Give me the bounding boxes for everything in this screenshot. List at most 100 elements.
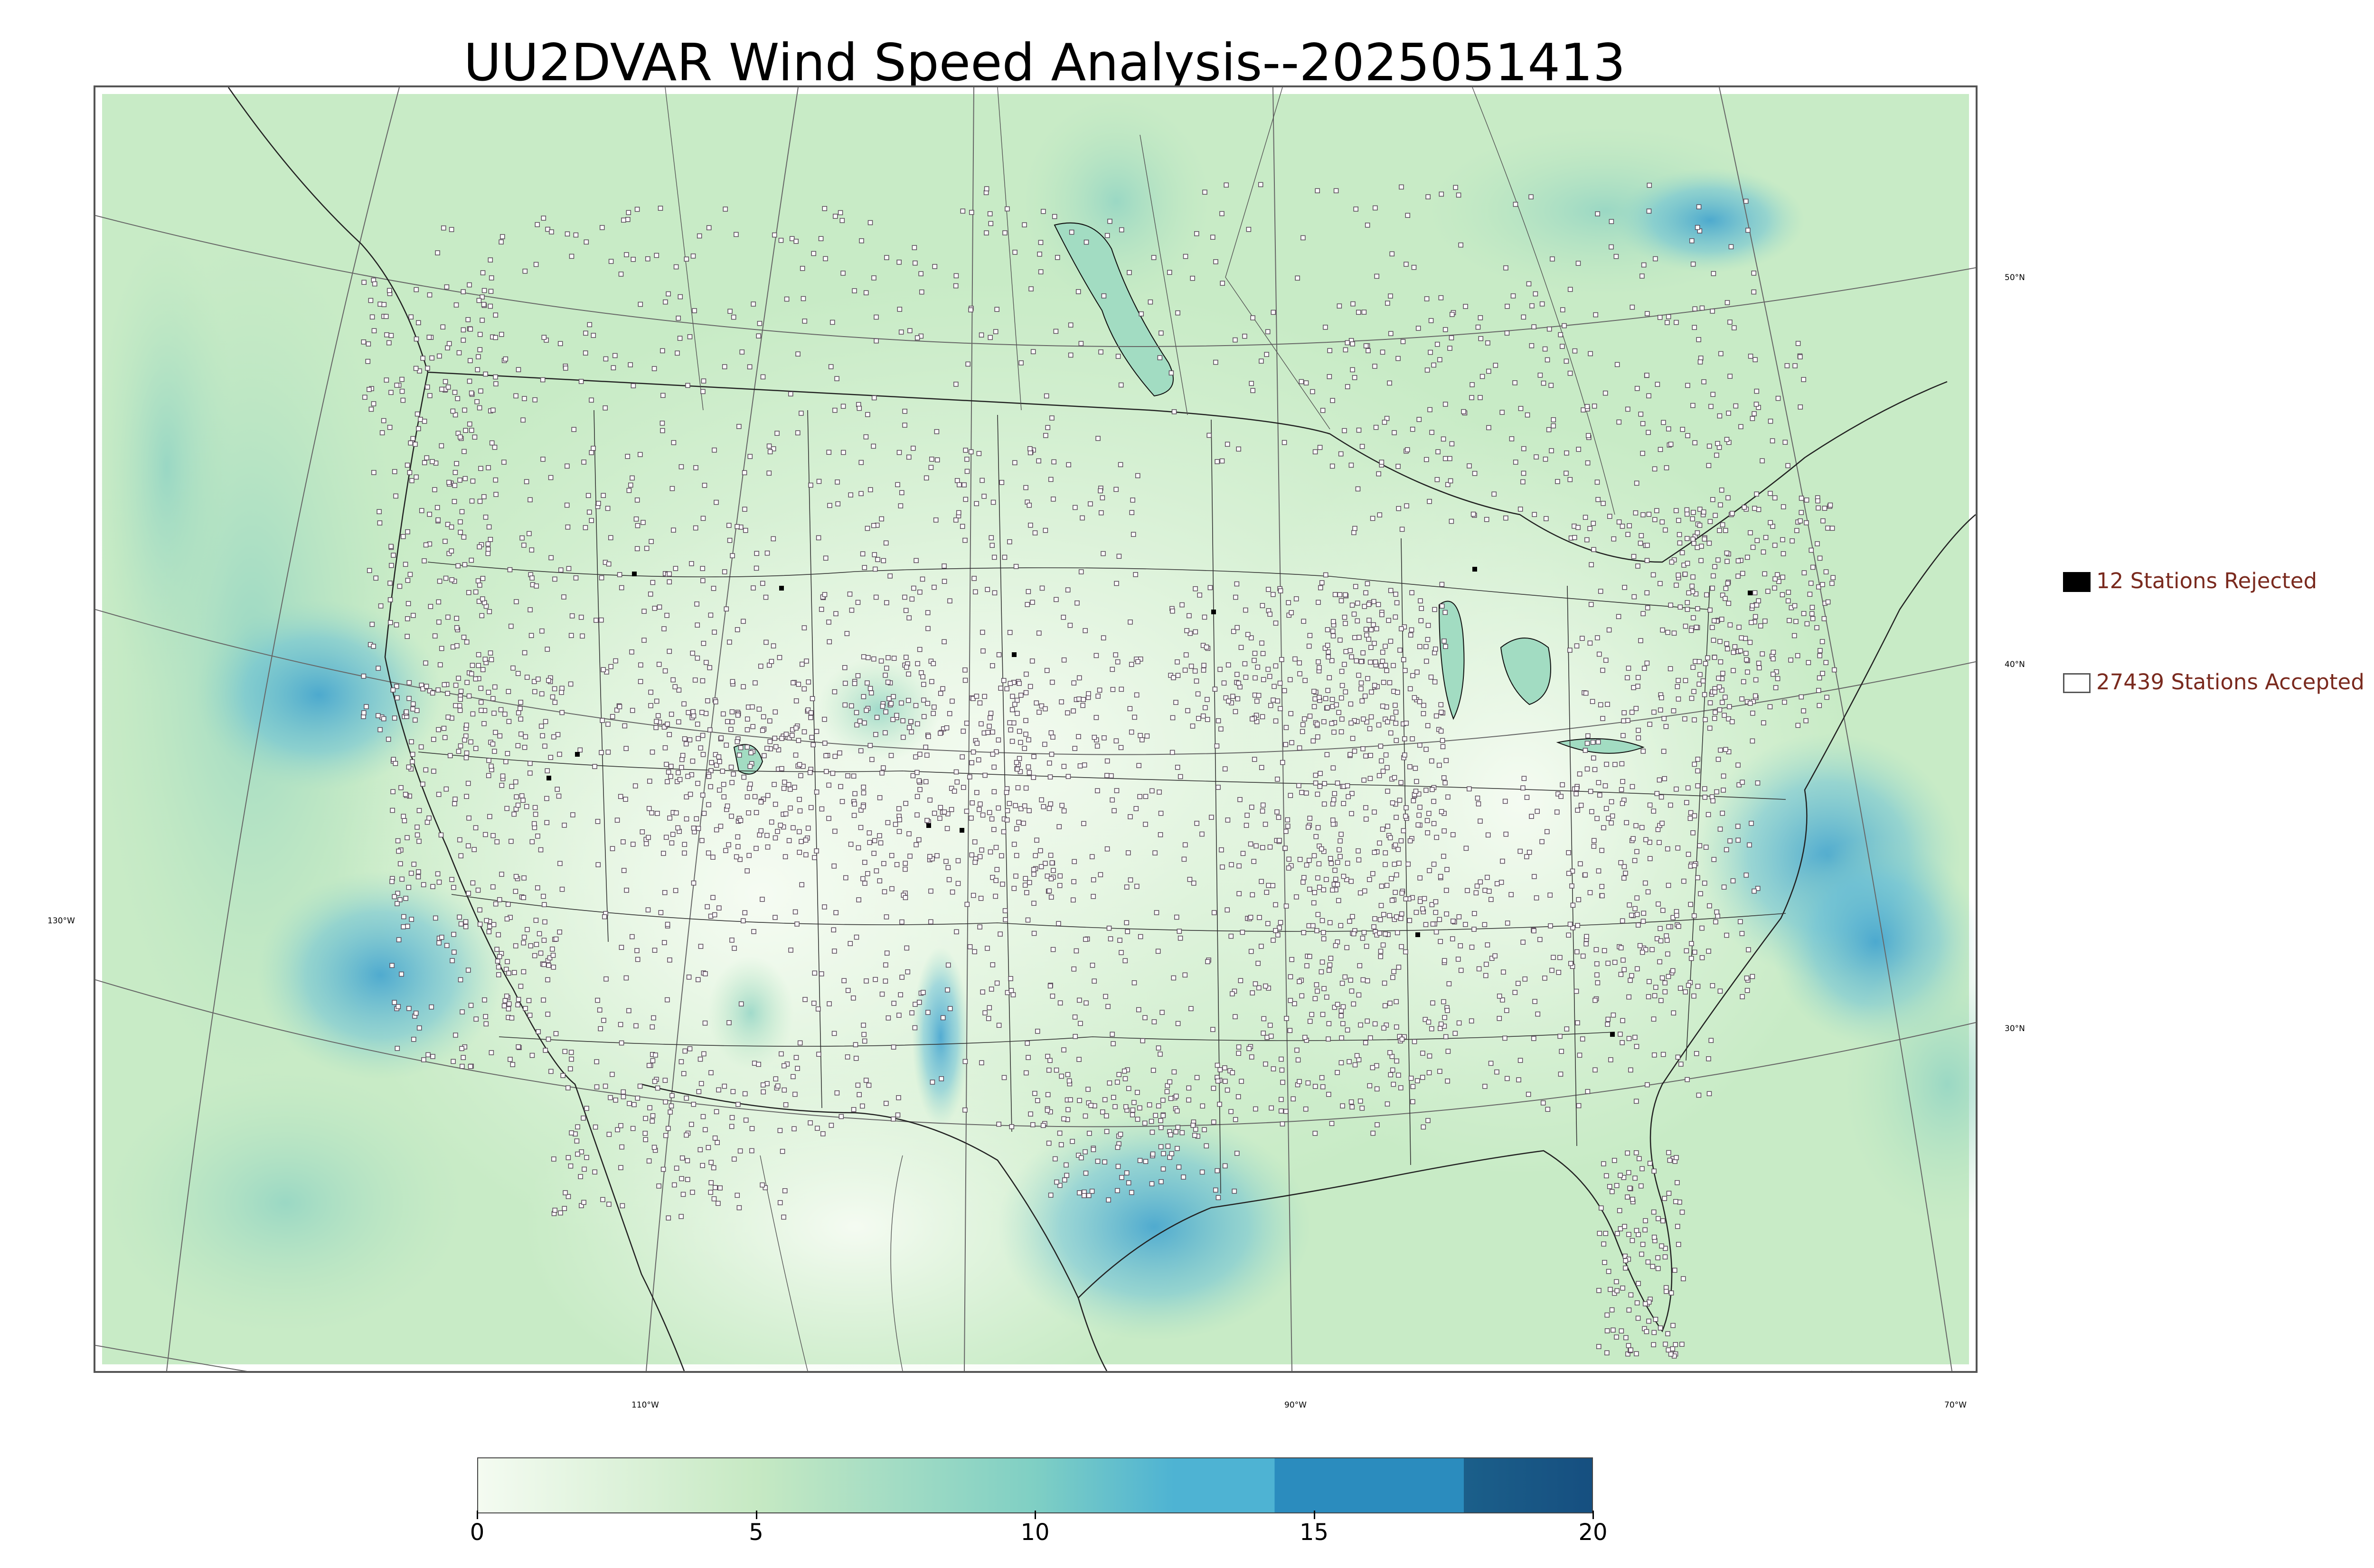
accepted-station-marker — [796, 682, 801, 687]
accepted-station-marker — [816, 535, 821, 541]
accepted-station-marker — [523, 734, 528, 740]
accepted-station-marker — [1307, 816, 1313, 821]
accepted-station-marker — [725, 719, 730, 724]
accepted-station-marker — [598, 1026, 603, 1032]
accepted-station-marker — [1535, 1011, 1541, 1017]
accepted-station-marker — [643, 841, 649, 846]
accepted-station-marker — [1787, 618, 1792, 623]
accepted-station-marker — [1320, 408, 1326, 413]
accepted-station-marker — [476, 663, 481, 668]
wind-speed-map[interactable] — [94, 85, 1978, 1373]
accepted-station-marker — [1124, 884, 1130, 890]
accepted-station-marker — [1355, 486, 1361, 492]
accepted-station-marker — [737, 857, 743, 862]
accepted-station-marker — [1449, 441, 1455, 447]
accepted-station-marker — [1426, 811, 1432, 816]
accepted-station-marker — [1421, 1124, 1426, 1130]
accepted-station-marker — [1017, 769, 1023, 774]
accepted-station-marker — [437, 579, 443, 584]
accepted-station-marker — [1194, 678, 1199, 684]
accepted-station-marker — [1596, 868, 1602, 873]
accepted-station-marker — [1405, 861, 1411, 867]
accepted-station-marker — [1631, 594, 1637, 600]
accepted-station-marker — [1018, 740, 1023, 745]
accepted-station-marker — [1584, 766, 1590, 772]
accepted-station-marker — [979, 847, 984, 853]
accepted-station-marker — [1469, 1018, 1474, 1023]
accepted-station-marker — [1393, 890, 1398, 895]
accepted-station-marker — [1534, 454, 1539, 460]
accepted-station-marker — [904, 945, 910, 951]
accepted-station-marker — [1646, 512, 1652, 517]
accepted-station-marker — [1319, 959, 1325, 965]
accepted-station-marker — [1160, 1113, 1166, 1118]
accepted-station-marker — [680, 1192, 686, 1197]
accepted-station-marker — [891, 1001, 896, 1006]
accepted-station-marker — [1165, 1144, 1171, 1149]
accepted-station-marker — [1560, 782, 1565, 788]
accepted-station-marker — [1050, 947, 1056, 952]
accepted-station-marker — [722, 364, 727, 369]
accepted-station-marker — [1067, 622, 1073, 628]
accepted-station-marker — [548, 475, 554, 480]
accepted-station-marker — [1065, 774, 1071, 779]
accepted-station-marker — [1249, 805, 1254, 810]
accepted-station-marker — [884, 950, 890, 956]
accepted-station-marker — [1686, 983, 1691, 988]
accepted-station-marker — [760, 581, 765, 586]
accepted-station-marker — [1351, 1001, 1357, 1007]
accepted-station-marker — [1380, 704, 1385, 709]
accepted-station-marker — [645, 256, 650, 262]
accepted-station-marker — [1390, 800, 1395, 806]
accepted-station-marker — [413, 441, 418, 447]
accepted-station-marker — [1659, 695, 1664, 701]
accepted-station-marker — [1106, 925, 1112, 931]
accepted-station-marker — [398, 785, 404, 790]
accepted-station-marker — [989, 986, 994, 992]
accepted-station-marker — [481, 288, 487, 293]
accepted-station-marker — [1418, 618, 1424, 623]
accepted-station-marker — [793, 725, 799, 731]
accepted-station-marker — [545, 768, 550, 773]
accepted-station-marker — [466, 967, 471, 973]
accepted-station-marker — [443, 575, 449, 581]
accepted-station-marker — [1717, 707, 1723, 713]
accepted-station-marker — [996, 805, 1001, 811]
accepted-station-marker — [873, 594, 879, 600]
accepted-station-marker — [1205, 959, 1210, 964]
accepted-station-marker — [1673, 1199, 1678, 1204]
accepted-station-marker — [1183, 254, 1188, 259]
accepted-station-marker — [1633, 706, 1639, 711]
accepted-station-marker — [1045, 1108, 1050, 1113]
accepted-station-marker — [1417, 899, 1423, 904]
accepted-station-marker — [1385, 789, 1390, 794]
accepted-station-marker — [1371, 599, 1376, 604]
accepted-station-marker — [1484, 961, 1489, 967]
accepted-station-marker — [1437, 762, 1442, 768]
accepted-station-marker — [1284, 1016, 1289, 1021]
accepted-station-marker — [1594, 972, 1600, 977]
accepted-station-marker — [893, 822, 898, 827]
accepted-station-marker — [1391, 969, 1396, 974]
accepted-station-marker — [1271, 938, 1276, 943]
accepted-station-marker — [1505, 1076, 1510, 1081]
accepted-station-marker — [772, 915, 778, 920]
accepted-station-marker — [970, 800, 975, 806]
accepted-station-marker — [1780, 551, 1786, 556]
accepted-station-marker — [921, 697, 926, 703]
accepted-station-marker — [766, 470, 772, 476]
accepted-station-marker — [557, 341, 563, 347]
accepted-station-marker — [1590, 740, 1596, 745]
accepted-station-marker — [1562, 323, 1567, 329]
accepted-station-marker — [431, 769, 436, 774]
accepted-station-marker — [1429, 758, 1434, 764]
accepted-station-marker — [1577, 771, 1583, 777]
accepted-station-marker — [390, 789, 396, 794]
accepted-station-marker — [953, 273, 959, 279]
accepted-station-marker — [541, 216, 546, 221]
accepted-station-marker — [654, 719, 659, 724]
accepted-station-marker — [1658, 447, 1663, 452]
accepted-station-marker — [436, 599, 442, 605]
accepted-station-marker — [1828, 502, 1833, 508]
accepted-station-marker — [1074, 948, 1079, 954]
